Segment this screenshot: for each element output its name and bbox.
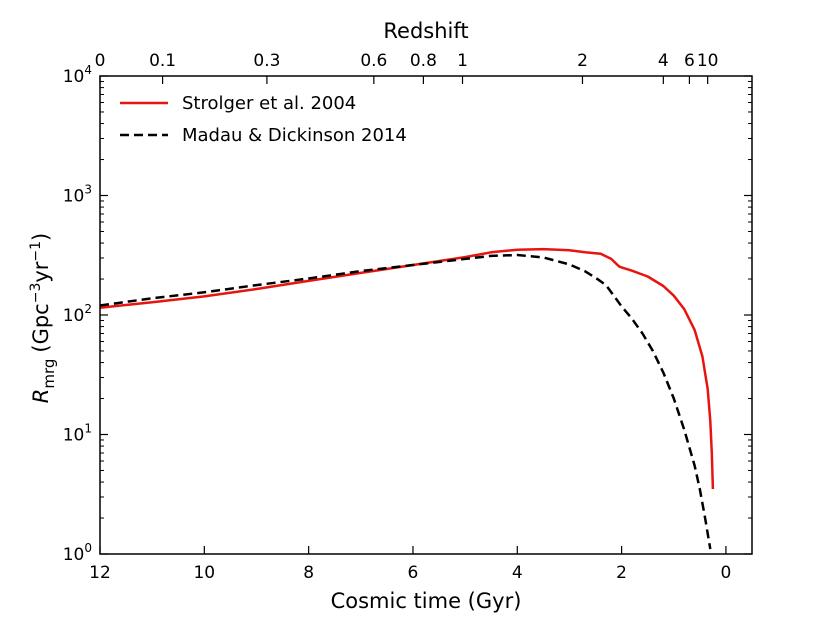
legend-label-madau: Madau & Dickinson 2014 xyxy=(182,125,407,146)
y-axis-units-prefix: (Gpc xyxy=(29,303,53,352)
y-axis-units-suffix: ) xyxy=(29,233,53,241)
y-tick-label: 104 xyxy=(63,63,92,87)
top-tick-label: 0 xyxy=(95,51,106,71)
y-tick-label: 103 xyxy=(63,183,92,207)
top-tick-label: 2 xyxy=(577,51,588,71)
y-tick-base: 10 xyxy=(63,426,85,446)
y-axis-subscript: mrg xyxy=(40,359,58,389)
top-tick-label: 0.1 xyxy=(149,51,176,71)
y-axis-exp2: −1 xyxy=(28,241,44,262)
y-axis-symbol: R xyxy=(29,389,53,404)
y-tick-base: 10 xyxy=(63,187,85,207)
y-tick-exp: 3 xyxy=(84,183,92,197)
y-tick-exp: 4 xyxy=(84,63,92,77)
ticks-layer: 12 10 8 6 4 2 00 0.1 0.3 0.6 0.8 1 2 4 6 10100101102103… xyxy=(63,51,752,583)
plot-frame xyxy=(99,75,753,555)
top-tick-label: 10 xyxy=(697,51,719,71)
y-tick-base: 10 xyxy=(63,67,85,87)
x-tick-label: 12 xyxy=(89,563,111,583)
top-tick-label: 0.8 xyxy=(410,51,437,71)
top-tick-label: 1 xyxy=(457,51,468,71)
x-tick-label: 4 xyxy=(512,563,523,583)
y-tick-label: 101 xyxy=(63,422,92,446)
legend: Strolger et al. 2004 Madau & Dickinson 2… xyxy=(120,93,407,146)
plot-area xyxy=(100,76,752,554)
x-tick-label: 2 xyxy=(616,563,627,583)
y-tick-exp: 1 xyxy=(84,422,92,436)
top-tick-label: 4 xyxy=(658,51,669,71)
top-tick-label: 0.6 xyxy=(360,51,387,71)
y-tick-base: 10 xyxy=(63,306,85,326)
y-axis-units-mid: yr xyxy=(29,261,53,282)
y-tick-exp: 0 xyxy=(84,541,92,555)
top-axis-title: Redshift xyxy=(383,19,468,43)
x-tick-label: 6 xyxy=(408,563,419,583)
y-axis-title: Rmrg (Gpc−3yr−1) xyxy=(28,233,58,404)
legend-label-strolger: Strolger et al. 2004 xyxy=(182,93,356,114)
series-madau-line xyxy=(99,253,712,550)
y-axis-exp1: −3 xyxy=(28,283,44,304)
series-strolger-line xyxy=(99,247,715,490)
y-tick-exp: 2 xyxy=(84,302,92,316)
y-tick-label: 100 xyxy=(63,541,92,565)
series-layer xyxy=(99,247,715,550)
x-axis-title: Cosmic time (Gyr) xyxy=(331,589,522,613)
top-tick-label: 0.3 xyxy=(253,51,280,71)
x-tick-label: 8 xyxy=(303,563,314,583)
x-tick-label: 0 xyxy=(721,563,732,583)
y-tick-base: 10 xyxy=(63,545,85,565)
y-tick-label: 102 xyxy=(63,302,92,326)
x-tick-label: 10 xyxy=(193,563,215,583)
top-tick-label: 6 xyxy=(684,51,695,71)
